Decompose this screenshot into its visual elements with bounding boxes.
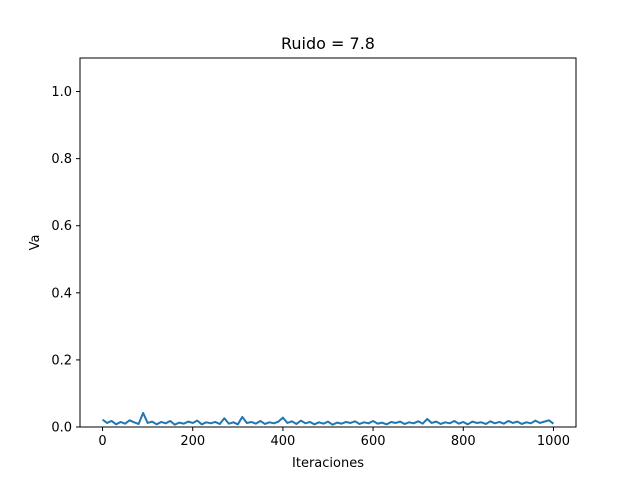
chart-title: Ruido = 7.8 bbox=[281, 34, 375, 53]
x-tick-label: 800 bbox=[451, 434, 476, 449]
y-tick-label: 0.8 bbox=[51, 152, 72, 167]
x-axis-label: Iteraciones bbox=[292, 456, 364, 471]
x-tick-label: 200 bbox=[180, 434, 205, 449]
x-axis-ticks: 0 200 400 600 800 1000 bbox=[98, 427, 570, 449]
x-tick-label: 400 bbox=[270, 434, 295, 449]
x-tick-label: 0 bbox=[98, 434, 106, 449]
y-tick-label: 0.0 bbox=[51, 421, 72, 436]
y-tick-label: 0.4 bbox=[51, 286, 72, 301]
y-axis-label: Va bbox=[28, 235, 43, 251]
axes-frame bbox=[79, 57, 577, 428]
series-line bbox=[101, 411, 555, 426]
y-tick-label: 1.0 bbox=[51, 85, 72, 100]
y-tick-label: 0.6 bbox=[51, 219, 72, 234]
x-tick-label: 1000 bbox=[537, 434, 570, 449]
x-tick-label: 600 bbox=[361, 434, 386, 449]
plot-area bbox=[79, 57, 577, 428]
y-axis-ticks: 0.0 0.2 0.4 0.6 0.8 1.0 bbox=[51, 85, 80, 436]
y-tick-label: 0.2 bbox=[51, 353, 72, 368]
